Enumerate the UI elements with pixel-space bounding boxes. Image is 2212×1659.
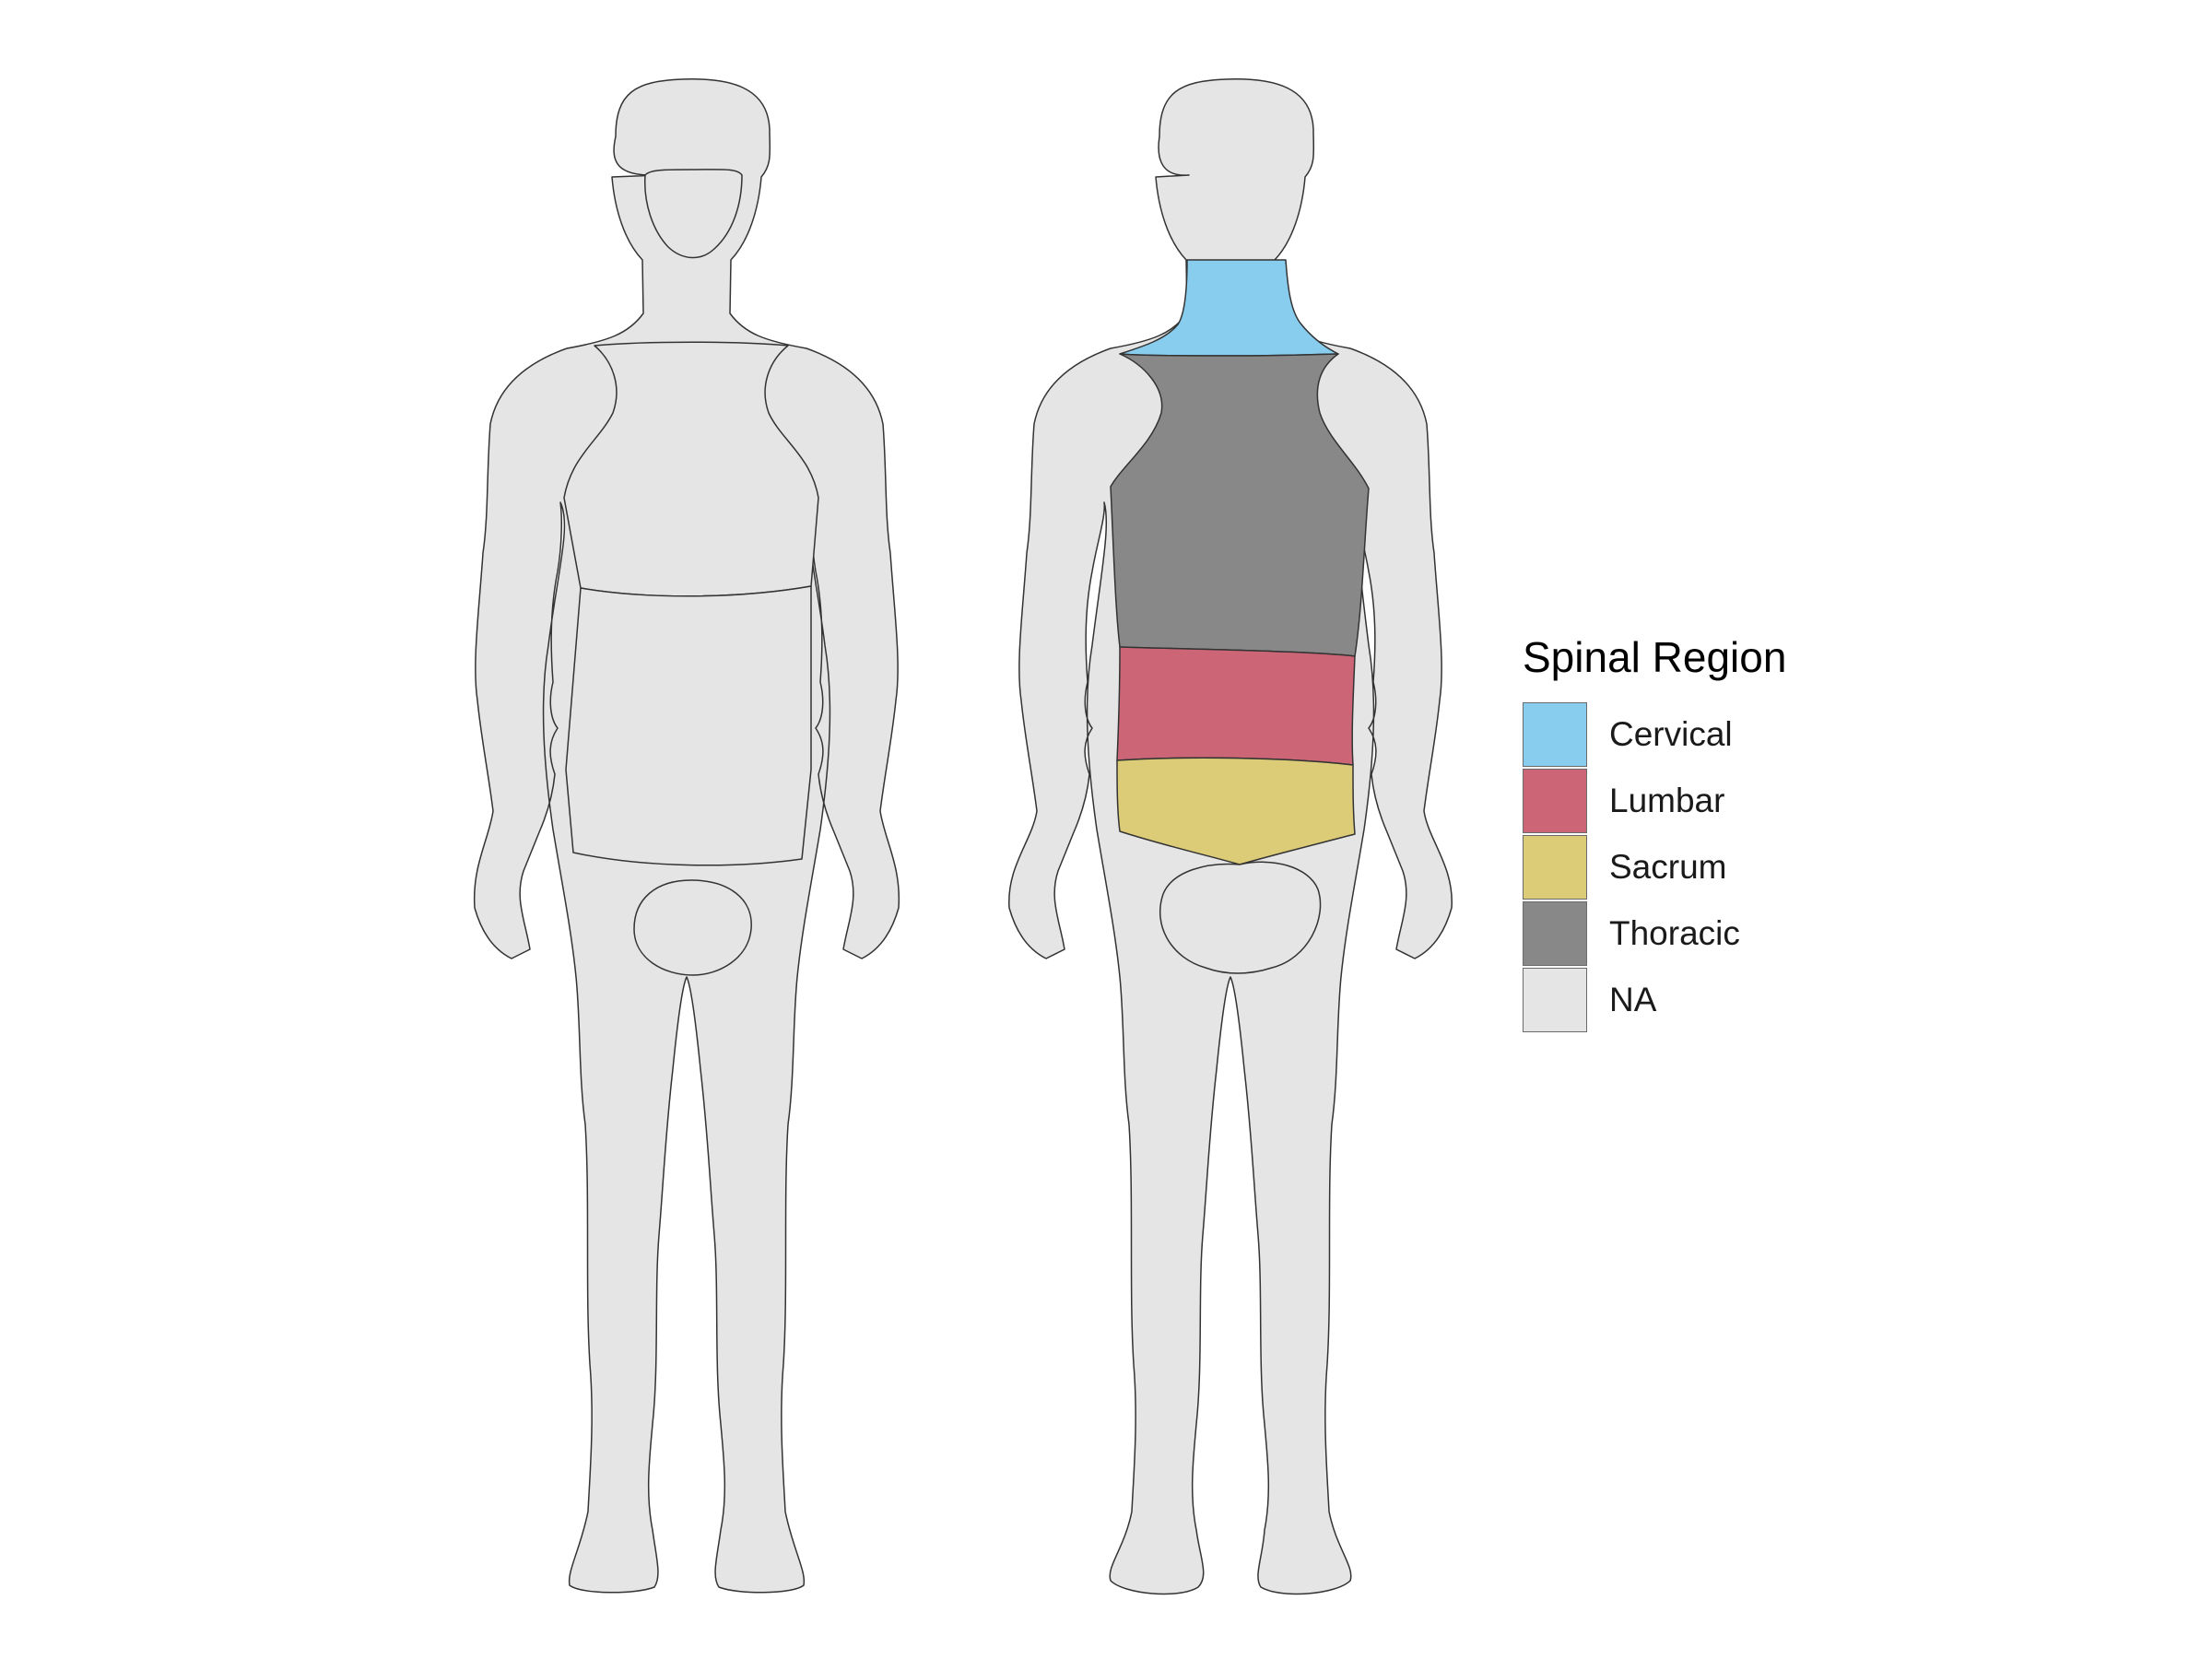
front-figure [473, 78, 900, 1594]
front-groin [633, 879, 752, 976]
legend-item-cervical: Cervical [1523, 701, 1910, 768]
legend-item-lumbar: Lumbar [1523, 768, 1910, 834]
legend-label-lumbar: Lumbar [1609, 782, 1725, 819]
back-cervical-region [1119, 259, 1339, 357]
legend-swatch-cervical [1523, 702, 1587, 767]
back-thoracic-region [1110, 353, 1370, 657]
back-figure [1008, 78, 1453, 1595]
back-sacrum-region [1116, 757, 1356, 865]
front-face [644, 169, 743, 259]
legend-item-na: NA [1523, 967, 1910, 1033]
back-buttocks [1159, 861, 1322, 974]
legend-swatch-thoracic [1523, 901, 1587, 966]
legend-swatch-sacrum [1523, 835, 1587, 900]
legend-swatch-na [1523, 968, 1587, 1032]
front-abdomen [565, 585, 812, 866]
legend-label-sacrum: Sacrum [1609, 848, 1727, 886]
legend-item-thoracic: Thoracic [1523, 900, 1910, 967]
back-lumbar-region [1116, 646, 1356, 766]
legend: Spinal Region Cervical Lumbar Sacrum Tho… [1523, 631, 1910, 1033]
legend-label-thoracic: Thoracic [1609, 914, 1740, 952]
legend-item-sacrum: Sacrum [1523, 834, 1910, 900]
legend-title: Spinal Region [1523, 633, 1787, 681]
legend-swatch-lumbar [1523, 769, 1587, 833]
legend-label-na: NA [1609, 981, 1657, 1018]
legend-label-cervical: Cervical [1609, 715, 1733, 753]
